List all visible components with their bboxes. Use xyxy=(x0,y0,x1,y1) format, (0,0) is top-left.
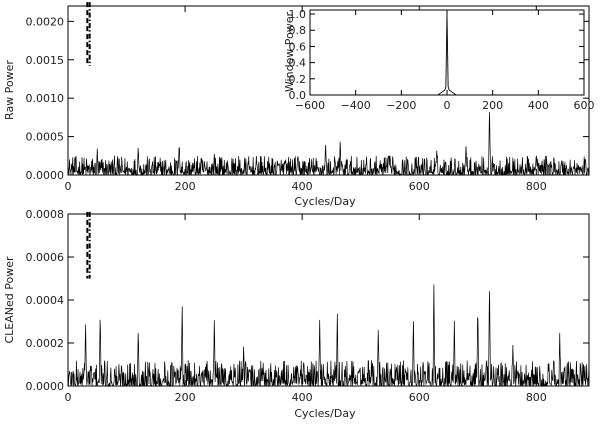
window-power-x-tick-label: −200 xyxy=(386,99,416,112)
raw-power-x-ticks: 0 200 400 600 800 xyxy=(65,6,547,193)
raw-power-x-axis-title: Cycles/Day xyxy=(294,195,356,208)
cleaned-power-marker-lines xyxy=(86,211,91,279)
raw-power-marker-lines xyxy=(86,2,91,66)
raw-power-series xyxy=(68,111,590,177)
window-power-x-tick-label: −400 xyxy=(341,99,371,112)
window-power-x-tick-label: −600 xyxy=(295,99,325,112)
window-power-y-tick-label: 0.4 xyxy=(289,57,307,70)
window-power-x-tick-label: 200 xyxy=(482,99,503,112)
window-power-y-tick-label: 0.0 xyxy=(289,89,307,102)
raw-power-y-tick-label: 0.0015 xyxy=(26,54,65,67)
cleaned-power-y-tick-label: 0.0004 xyxy=(26,294,65,307)
window-power-y-tick-label: 1.0 xyxy=(289,8,307,21)
raw-power-y-tick-label: 0.0005 xyxy=(26,131,65,144)
raw-power-panel: 0.0000 0.0005 0.0010 0.0015 0.0020 0 200 400 60… xyxy=(3,2,595,208)
cleaned-power-x-tick-label: 600 xyxy=(409,391,430,404)
raw-power-y-tick-label: 0.0000 xyxy=(26,169,65,182)
cleaned-power-plot-frame xyxy=(67,213,590,387)
raw-power-line xyxy=(68,111,590,177)
cleaned-power-x-tick-label: 0 xyxy=(65,391,72,404)
cleaned-power-x-tick-label: 800 xyxy=(526,391,547,404)
cleaned-power-y-tick-label: 0.0008 xyxy=(26,208,65,221)
raw-power-x-tick-label: 200 xyxy=(175,180,196,193)
raw-power-plot-frame xyxy=(67,5,590,176)
window-power-x-tick-label: 600 xyxy=(574,99,595,112)
window-power-x-tick-label: 0 xyxy=(444,99,451,112)
window-power-inset: 0.0 0.2 0.4 0.6 0.8 1.0 −600 −400 −200 0 200 400 60… xyxy=(283,8,595,112)
raw-power-x-tick-label: 0 xyxy=(65,180,72,193)
raw-power-x-tick-label: 800 xyxy=(526,180,547,193)
raw-power-y-ticks: 0.0000 0.0005 0.0010 0.0015 0.0020 xyxy=(26,15,589,182)
raw-power-x-tick-label: 400 xyxy=(292,180,313,193)
cleaned-power-panel: 0.0000 0.0002 0.0004 0.0006 0.0008 0 200 400 60… xyxy=(3,208,590,420)
window-power-y-tick-label: 0.6 xyxy=(289,40,307,53)
cleaned-power-y-tick-label: 0.0002 xyxy=(26,337,65,350)
window-power-y-ticks: 0.0 0.2 0.4 0.6 0.8 1.0 xyxy=(289,8,584,102)
cleaned-power-y-tick-label: 0.0006 xyxy=(26,251,65,264)
cleaned-power-line xyxy=(67,284,590,388)
window-power-y-tick-label: 0.2 xyxy=(289,73,307,86)
cleaned-power-y-ticks: 0.0000 0.0002 0.0004 0.0006 0.0008 xyxy=(26,208,589,393)
window-power-x-ticks: −600 −400 −200 0 200 400 600 xyxy=(295,10,595,112)
raw-power-y-tick-label: 0.0010 xyxy=(26,92,65,105)
window-power-y-axis-title: Window Power xyxy=(283,11,296,92)
window-power-y-tick-label: 0.8 xyxy=(289,24,307,37)
cleaned-power-x-ticks: 0 200 400 600 800 xyxy=(65,214,547,404)
cleaned-power-y-tick-label: 0.0000 xyxy=(26,380,65,393)
cleaned-power-x-tick-label: 400 xyxy=(292,391,313,404)
raw-power-x-tick-label: 600 xyxy=(409,180,430,193)
raw-power-y-tick-label: 0.0020 xyxy=(26,15,65,28)
raw-power-y-axis-title: Raw Power xyxy=(3,60,16,120)
window-power-x-tick-label: 400 xyxy=(528,99,549,112)
cleaned-power-x-axis-title: Cycles/Day xyxy=(294,407,356,420)
cleaned-power-series xyxy=(67,284,590,388)
cleaned-power-y-axis-title: CLEANed Power xyxy=(3,256,16,343)
cleaned-power-x-tick-label: 200 xyxy=(175,391,196,404)
